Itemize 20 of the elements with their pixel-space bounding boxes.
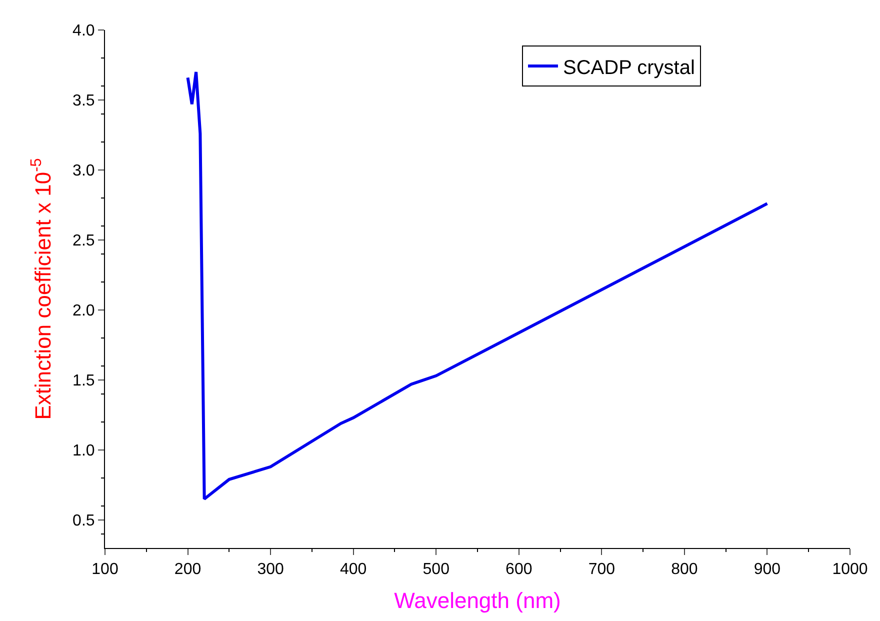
x-tick-label: 100 [92, 561, 118, 578]
x-tick-label: 700 [588, 561, 616, 578]
x-tick-label: 500 [422, 561, 450, 578]
x-tick-label: 300 [257, 561, 284, 578]
y-tick-label: 3.5 [72, 92, 95, 110]
x-tick-label: 1000 [832, 561, 868, 578]
y-tick-label: 4.0 [72, 22, 95, 40]
y-tick-label: 2.0 [72, 302, 95, 320]
y-tick-label: 0.5 [72, 512, 95, 530]
y-tick-label: 1.5 [72, 372, 95, 390]
x-tick-label: 600 [506, 561, 532, 578]
x-tick-label: 900 [754, 561, 781, 578]
x-tick-label: 400 [340, 561, 367, 578]
y-tick-label: 2.5 [72, 232, 95, 250]
y-tick-label: 3.0 [72, 162, 95, 180]
x-axis-title: Wavelength (nm) [394, 588, 561, 614]
x-tick-label: 800 [671, 561, 698, 578]
legend-label: SCADP crystal [563, 56, 695, 79]
x-tick-label: 200 [174, 561, 202, 578]
y-tick-label: 1.0 [72, 442, 95, 460]
